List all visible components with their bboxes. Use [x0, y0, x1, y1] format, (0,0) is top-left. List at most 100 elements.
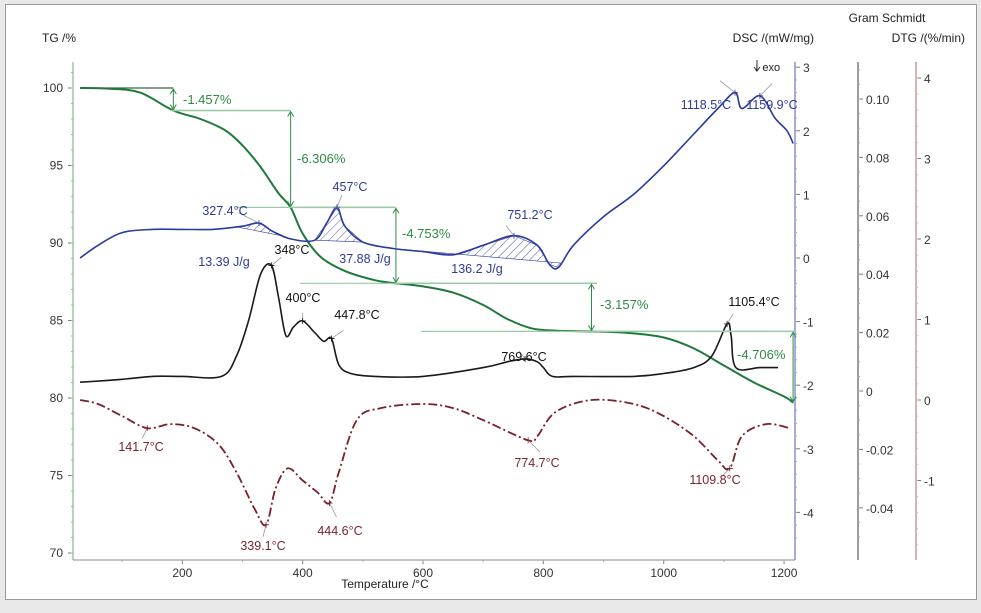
tg-step-arrowhead [789, 331, 797, 338]
dsc-peak-marker [756, 92, 763, 99]
gram-schmidt-axis-label: Gram Schmidt [849, 11, 926, 25]
dtg-axis-label: DTG /(%/min) [892, 31, 965, 45]
dsc-peak-label: 751.2°C [507, 208, 552, 222]
gram-schmidt-peak-leader [331, 330, 344, 339]
chart-frame [5, 4, 977, 600]
dsc-tick-label: -4 [803, 506, 814, 520]
series-tg [80, 87, 794, 404]
gram-schmidt-peak-marker [299, 317, 306, 324]
series-gram-schmidt [80, 263, 778, 383]
gram-schmidt-peak-marker [724, 320, 731, 327]
x-tick-label: 200 [172, 566, 192, 580]
dtg-peak-label: 1109.8°C [689, 473, 740, 487]
dtg-tick-label: 1 [924, 314, 931, 328]
dsc-peak-leader [505, 225, 515, 236]
dsc-peak-label: 1118.5°C [681, 98, 731, 112]
tg-step-label: -6.306% [297, 151, 346, 166]
dsc-axis-label: DSC /(mW/mg) [733, 31, 814, 45]
dtg-peak-leader [527, 439, 541, 453]
tg-step-arrowhead [287, 201, 295, 208]
dsc-tick-label: -2 [803, 379, 814, 393]
tg-step-label: -3.157% [600, 297, 649, 312]
gram-schmidt-tick-label: 0 [866, 385, 873, 399]
dsc-peak-leader [719, 80, 736, 93]
dsc-peak-marker [333, 204, 340, 211]
x-tick-label: 1000 [650, 566, 677, 580]
tg-axis-label: TG /% [42, 31, 76, 45]
tg-tick-label: 95 [50, 159, 64, 173]
gram-schmidt-peak-label: 400°C [286, 291, 321, 305]
gram-schmidt-tick-label: -0.04 [866, 502, 894, 516]
dsc-area-label: 13.39 J/g [198, 255, 249, 269]
exo-indicator: ↓ exo [754, 62, 780, 74]
tg-tick-label: 90 [50, 236, 64, 250]
gram-schmidt-peak-marker [522, 355, 529, 362]
dtg-peak-marker [326, 500, 333, 507]
gram-schmidt-peak-marker [268, 262, 275, 269]
dsc-peak-marker [510, 232, 517, 239]
gram-schmidt-peak-leader [271, 257, 282, 266]
gram-schmidt-peak-leader [518, 350, 526, 360]
exo-arrow-icon [753, 60, 761, 72]
dtg-tick-label: 2 [924, 233, 931, 247]
tg-step-label: -4.753% [402, 226, 451, 241]
dtg-peak-leader [141, 427, 148, 439]
dsc-tick-label: -3 [803, 443, 814, 457]
tg-tick-label: 70 [50, 546, 64, 560]
dtg-peak-marker [263, 521, 270, 528]
tg-step-arrowhead [392, 277, 400, 284]
dtg-peak-marker [144, 425, 151, 432]
tg-step-arrowhead [789, 396, 797, 403]
x-tick-label: 400 [293, 566, 313, 580]
tg-step-arrowhead [588, 283, 595, 290]
tg-step-arrowhead [588, 325, 595, 332]
tg-tick-label: 85 [50, 314, 64, 328]
tg-step-arrowhead [169, 104, 177, 111]
x-tick-label: 600 [413, 566, 433, 580]
gram-schmidt-tick-label: 0.02 [866, 327, 890, 341]
gram-schmidt-peak-label: 1105.4°C [728, 295, 779, 309]
dsc-tick-label: 0 [803, 252, 810, 266]
dtg-peak-leader [721, 468, 731, 477]
dtg-tick-label: 4 [924, 72, 931, 86]
series-dtg [79, 398, 791, 527]
x-axis-label: Temperature /°C [341, 577, 429, 591]
tg-tick-label: 80 [50, 391, 64, 405]
tg-step-arrowhead [287, 110, 295, 117]
dsc-peak-leader [759, 83, 773, 97]
gram-schmidt-tick-label: 0.10 [866, 93, 890, 107]
gram-schmidt-tick-label: 0.06 [866, 210, 890, 224]
dsc-tick-label: 1 [803, 188, 810, 202]
tg-step-arrowhead [169, 88, 177, 95]
series-layer [79, 87, 794, 527]
dtg-peak-label: 444.6°C [317, 524, 362, 538]
dtg-peak-label: 141.7°C [118, 440, 163, 454]
tg-step-arrowhead [392, 207, 400, 214]
dsc-peak-label: 457°C [333, 180, 368, 194]
series-dsc [79, 91, 794, 270]
dsc-tick-label: 2 [803, 125, 810, 139]
tg-tick-label: 100 [43, 81, 63, 95]
gram-schmidt-peak-label: 348°C [275, 243, 310, 257]
tg-step-label: -4.706% [737, 347, 786, 362]
dsc-peak-marker [255, 220, 262, 227]
dsc-peak-leader [336, 194, 343, 208]
gram-schmidt-peak-label: 447.8°C [334, 308, 379, 322]
dtg-peak-label: 774.7°C [514, 456, 559, 470]
dtg-peak-marker [525, 437, 532, 444]
gram-schmidt-peak-marker [328, 335, 335, 342]
dsc-peak-label: 327.4°C [202, 204, 247, 218]
dtg-peak-leader [262, 524, 267, 537]
dsc-tick-label: 3 [803, 61, 810, 75]
x-tick-label: 800 [533, 566, 553, 580]
gram-schmidt-peak-label: 769.6°C [501, 350, 546, 364]
gram-schmidt-tick-label: -0.02 [866, 443, 894, 457]
dsc-area-label: 37.88 J/g [339, 252, 390, 266]
tg-tick-label: 75 [50, 469, 64, 483]
dsc-tick-label: -1 [803, 316, 814, 330]
dtg-peak-marker [726, 465, 733, 472]
dtg-tick-label: -1 [924, 475, 935, 489]
dtg-peak-leader [329, 502, 337, 518]
